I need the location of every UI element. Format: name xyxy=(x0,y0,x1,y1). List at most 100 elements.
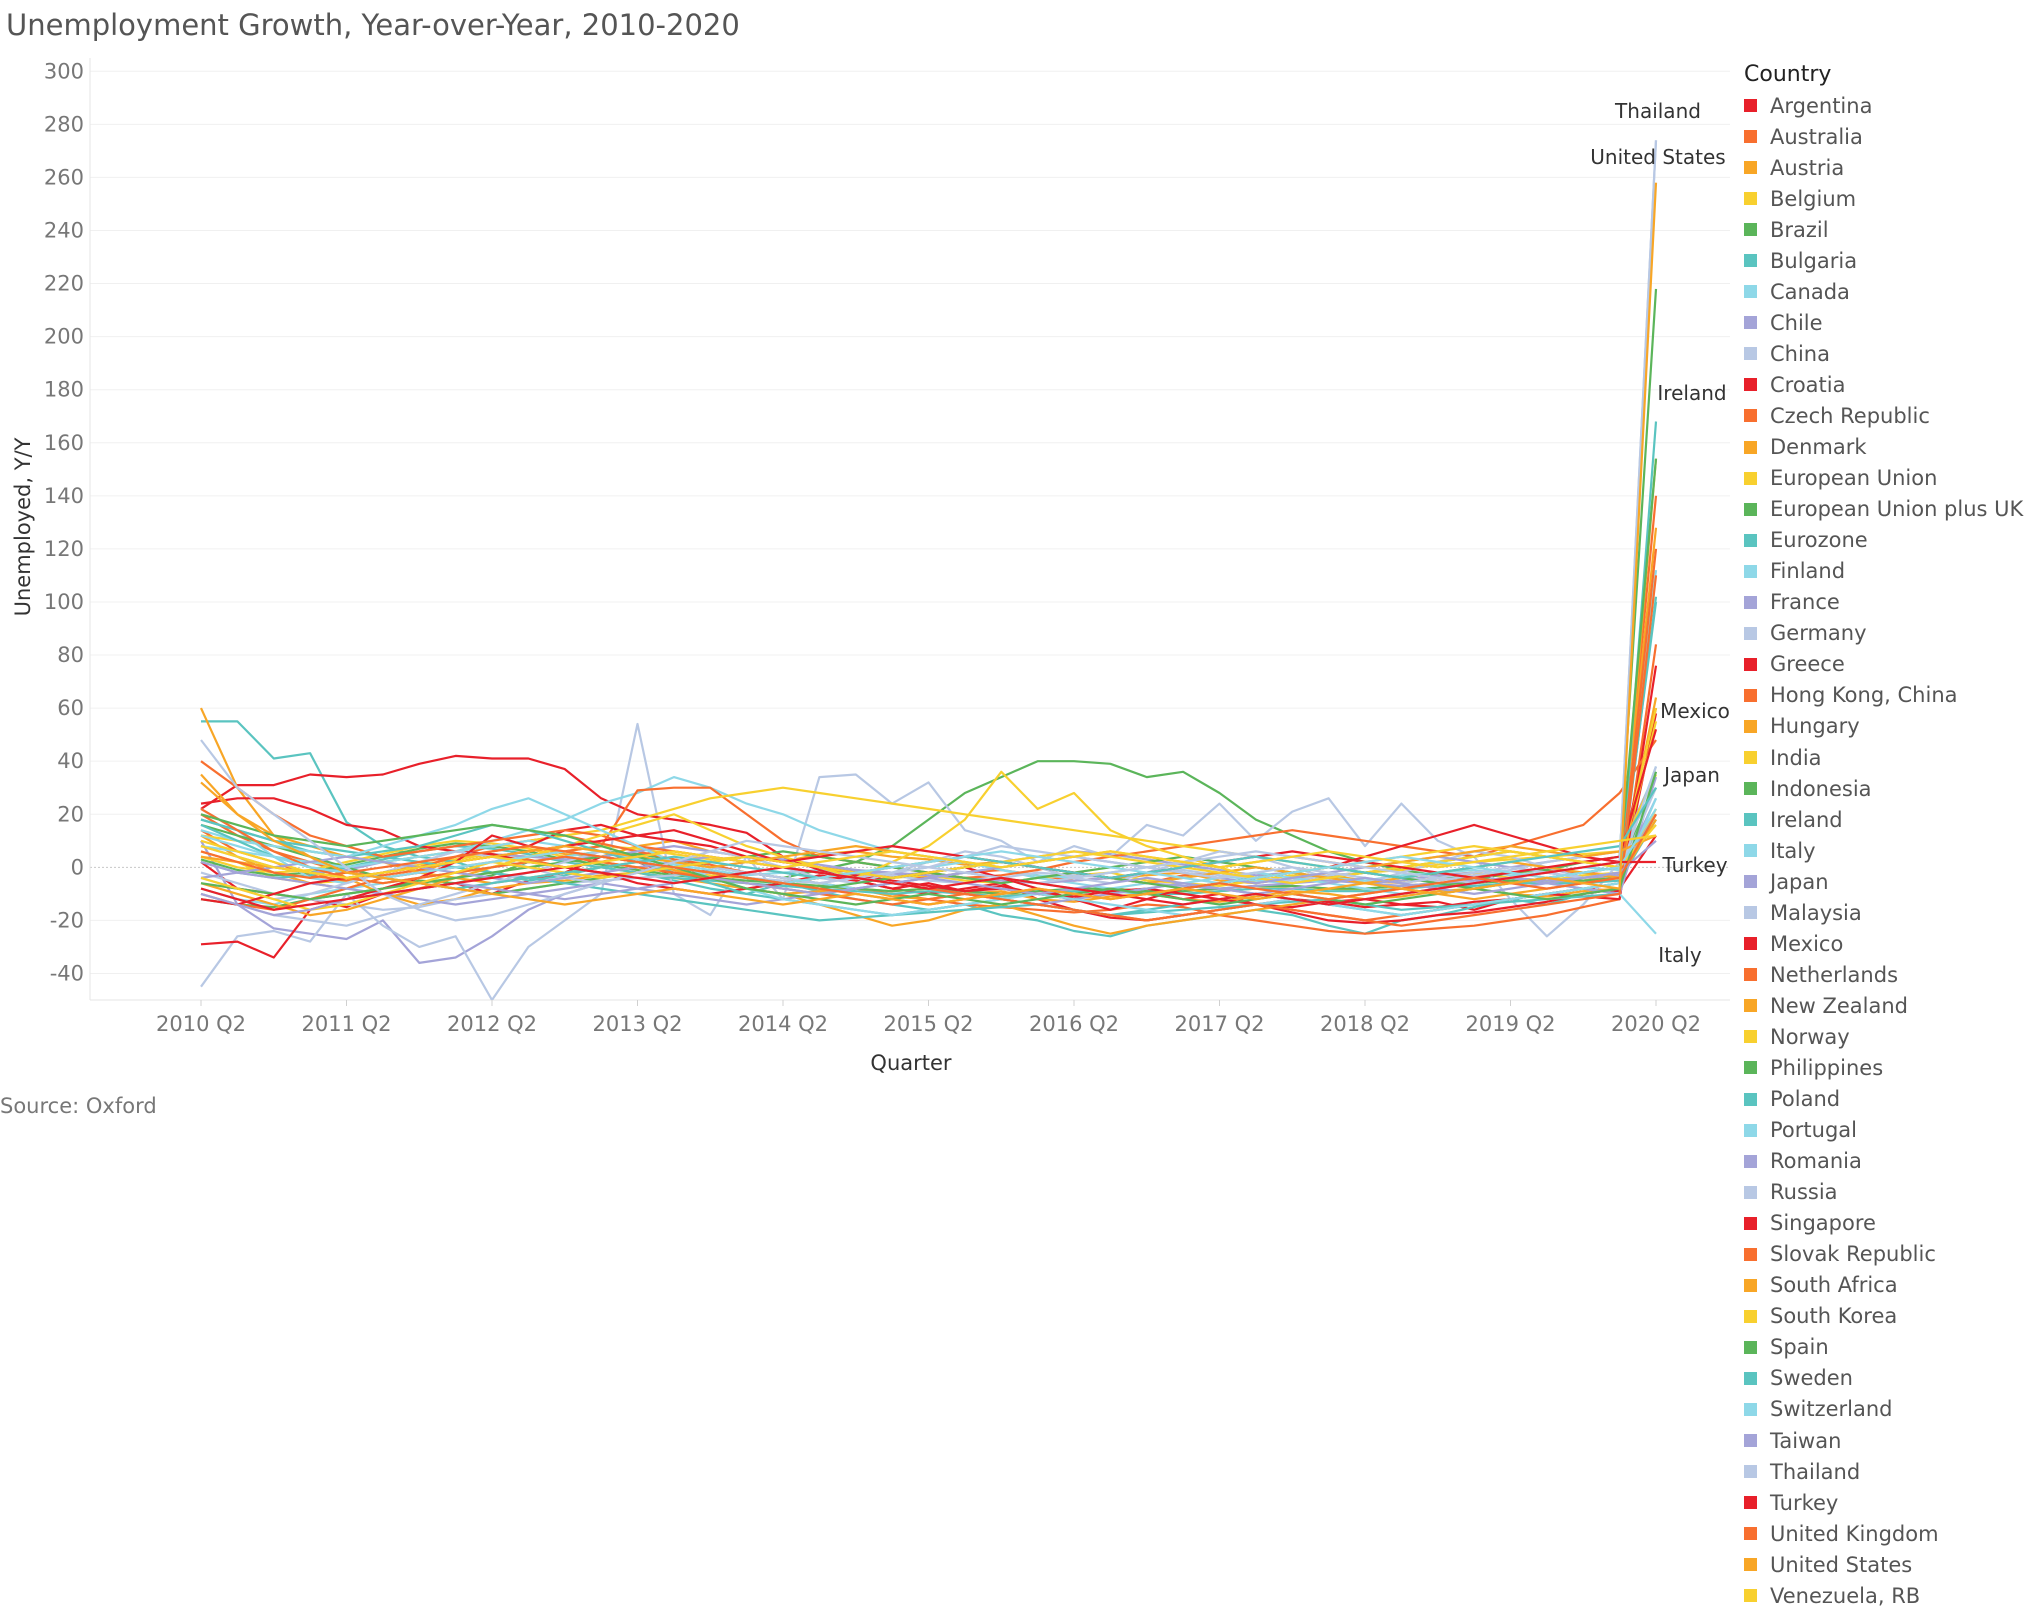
series-line-spain[interactable] xyxy=(200,771,1658,906)
series-line-thailand[interactable] xyxy=(200,140,1658,922)
legend-item[interactable]: Turkey xyxy=(1744,1487,2022,1518)
legend-label: Thailand xyxy=(1770,1459,1861,1484)
legend-swatch xyxy=(1744,1216,1757,1230)
legend-item[interactable]: Chile xyxy=(1744,307,2022,338)
legend-label: Malaysia xyxy=(1770,900,1862,925)
legend-item[interactable]: Portugal xyxy=(1744,1115,2022,1146)
x-tick-label: 2019 Q2 xyxy=(1465,1012,1555,1036)
legend-label: Netherlands xyxy=(1770,962,1899,987)
legend-item[interactable]: Ireland xyxy=(1744,804,2022,835)
series-line-australia[interactable] xyxy=(200,495,1658,885)
x-axis-ticks: 2010 Q2 2011 Q2 2012 Q2 2013 Q2 2014 Q2 2015 … xyxy=(156,1000,1701,1036)
legend-label: Philippines xyxy=(1770,1055,1884,1080)
legend-item[interactable]: Spain xyxy=(1744,1332,2022,1363)
legend-label: Romania xyxy=(1770,1149,1862,1174)
series-line-turkey[interactable] xyxy=(200,860,1656,911)
legend-item[interactable]: United States xyxy=(1744,1549,2022,1580)
legend-item[interactable]: Greece xyxy=(1744,649,2022,680)
legend-item[interactable]: Philippines xyxy=(1744,1052,2022,1083)
x-tick-label: 2013 Q2 xyxy=(592,1012,682,1036)
series-line-ireland[interactable] xyxy=(200,421,1658,922)
legend-item[interactable]: Croatia xyxy=(1744,369,2022,400)
series-line-china[interactable] xyxy=(200,140,1658,1000)
legend-item[interactable]: Italy xyxy=(1744,835,2022,866)
legend-item[interactable]: Australia xyxy=(1744,121,2022,152)
legend-item[interactable]: Romania xyxy=(1744,1146,2022,1177)
legend-item[interactable]: France xyxy=(1744,587,2022,618)
legend-item[interactable]: India xyxy=(1744,742,2022,773)
series-line-malaysia[interactable] xyxy=(200,766,1658,901)
legend-item[interactable]: Canada xyxy=(1744,276,2022,307)
legend-item[interactable]: Netherlands xyxy=(1744,959,2022,990)
legend-item[interactable]: Slovak Republic xyxy=(1744,1239,2022,1270)
legend-item[interactable]: Norway xyxy=(1744,1021,2022,1052)
legend-item[interactable]: United Kingdom xyxy=(1744,1518,2022,1549)
series-line-canada[interactable] xyxy=(200,569,1658,906)
y-tick-label: 240 xyxy=(44,218,84,242)
legend-item[interactable]: Poland xyxy=(1744,1084,2022,1115)
legend-item[interactable]: Hungary xyxy=(1744,711,2022,742)
series-line-slovak-republic[interactable] xyxy=(200,575,1658,927)
legend-item[interactable]: Denmark xyxy=(1744,432,2022,463)
legend-item[interactable]: Argentina xyxy=(1744,90,2022,121)
legend-item[interactable]: Indonesia xyxy=(1744,773,2022,804)
legend-item[interactable]: Hong Kong, China xyxy=(1744,680,2022,711)
legend-label: Chile xyxy=(1770,310,1823,335)
y-tick-label: 280 xyxy=(44,112,84,136)
x-tick-label: 2020 Q2 xyxy=(1611,1012,1701,1036)
legend-label: Switzerland xyxy=(1770,1397,1893,1422)
legend-item[interactable]: Finland xyxy=(1744,556,2022,587)
legend-item[interactable]: Taiwan xyxy=(1744,1425,2022,1456)
y-tick-label: 20 xyxy=(57,802,84,826)
legend-swatch xyxy=(1744,844,1757,858)
legend-item[interactable]: South Africa xyxy=(1744,1270,2022,1301)
legend-item[interactable]: Venezuela, RB xyxy=(1744,1580,2022,1611)
y-tick-label: 220 xyxy=(44,272,84,296)
legend-label: Denmark xyxy=(1770,435,1867,460)
legend-item[interactable]: Singapore xyxy=(1744,1208,2022,1239)
legend-item[interactable]: Bulgaria xyxy=(1744,245,2022,276)
series-line-south-korea[interactable] xyxy=(200,824,1657,911)
legend-item[interactable]: Mexico xyxy=(1744,928,2022,959)
legend-swatch xyxy=(1744,471,1757,485)
legend-item[interactable]: Eurozone xyxy=(1744,525,2022,556)
legend-item[interactable]: European Union xyxy=(1744,463,2022,494)
series-line-philippines[interactable] xyxy=(200,458,1658,901)
legend-label: United Kingdom xyxy=(1770,1521,1939,1546)
legend-label: Taiwan xyxy=(1770,1428,1842,1453)
legend-item[interactable]: Russia xyxy=(1744,1177,2022,1208)
legend-item[interactable]: Czech Republic xyxy=(1744,400,2022,431)
legend-item[interactable]: Germany xyxy=(1744,618,2022,649)
legend-item[interactable]: China xyxy=(1744,338,2022,369)
series-line-switzerland[interactable] xyxy=(200,808,1657,885)
series-line-venezuela-rb[interactable] xyxy=(200,834,1657,880)
y-axis-title: Unemployed, Y/Y xyxy=(11,437,35,616)
legend-label: Japan xyxy=(1770,869,1829,894)
series-line-greece[interactable] xyxy=(200,665,1658,909)
legend-item[interactable]: Thailand xyxy=(1744,1456,2022,1487)
legend-item[interactable]: Japan xyxy=(1744,866,2022,897)
series-line-european-union-plus-uk[interactable] xyxy=(200,813,1657,896)
series-line-denmark[interactable] xyxy=(199,458,1658,906)
legend-item[interactable]: Belgium xyxy=(1744,183,2022,214)
series-line-india[interactable] xyxy=(200,774,1657,874)
legend-item[interactable]: European Union plus UK xyxy=(1744,494,2023,525)
legend-item[interactable]: New Zealand xyxy=(1744,990,2022,1021)
legend-item[interactable]: Austria xyxy=(1744,152,2022,183)
legend-item[interactable]: Brazil xyxy=(1744,214,2022,245)
series-line-united-states[interactable] xyxy=(200,182,1658,906)
annotation-label: Ireland xyxy=(1657,381,1726,405)
legend-item[interactable]: Malaysia xyxy=(1744,897,2022,928)
legend-item[interactable]: Sweden xyxy=(1744,1363,2022,1394)
legend-item[interactable]: South Korea xyxy=(1744,1301,2022,1332)
legend-label: Mexico xyxy=(1770,931,1844,956)
series-line-portugal[interactable] xyxy=(200,797,1658,917)
annotation-label: Thailand xyxy=(1614,99,1701,123)
legend-swatch xyxy=(1744,999,1757,1013)
y-tick-label: -20 xyxy=(50,908,84,932)
legend-title: Country xyxy=(1744,62,1832,87)
y-tick-label: 0 xyxy=(71,855,84,879)
x-axis-title: Quarter xyxy=(870,1051,951,1075)
legend-item[interactable]: Switzerland xyxy=(1744,1394,2022,1425)
legend-swatch xyxy=(1744,626,1757,640)
